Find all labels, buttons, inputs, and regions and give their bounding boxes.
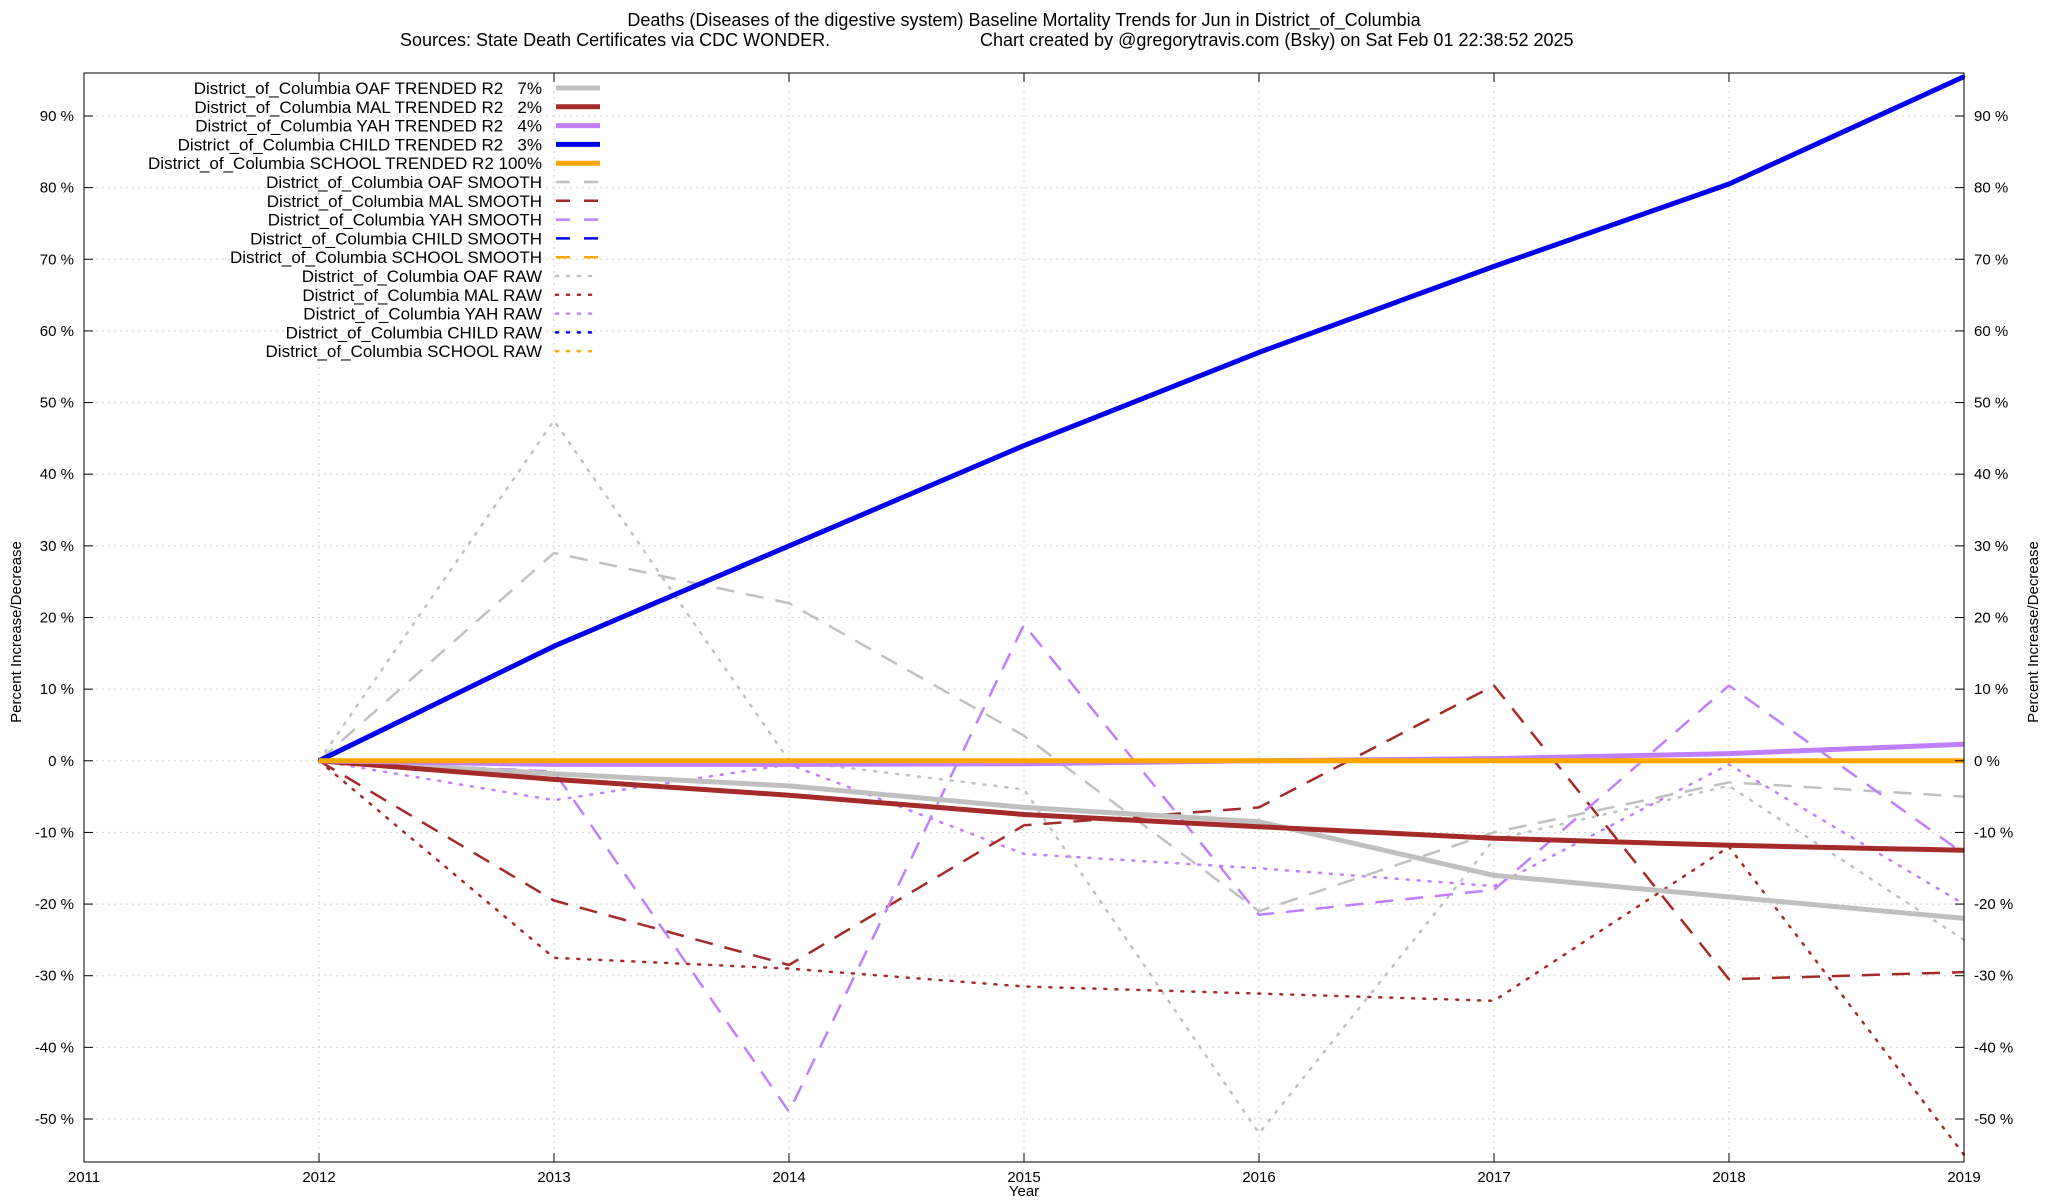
- legend-label: District_of_Columbia CHILD RAW: [286, 323, 542, 342]
- y-tick-label-left: 20 %: [40, 610, 74, 627]
- x-tick-label: 2014: [772, 1169, 805, 1186]
- series-line-child-raw: [317, 75, 1966, 763]
- y-tick-label-right: 60 %: [1974, 323, 2008, 340]
- x-tick-label: 2016: [1242, 1169, 1275, 1186]
- legend-label: District_of_Columbia YAH TRENDED R2 4%: [195, 117, 542, 136]
- y-tick-label-right: -30 %: [1974, 968, 2013, 985]
- legend-label: District_of_Columbia CHILD TRENDED R2 3%: [178, 135, 542, 154]
- y-tick-label-right: -10 %: [1974, 824, 2013, 841]
- y-tick-label-right: 50 %: [1974, 395, 2008, 412]
- legend-label: District_of_Columbia CHILD SMOOTH: [250, 229, 542, 248]
- legend-label: District_of_Columbia SCHOOL TRENDED R2 1…: [148, 154, 542, 173]
- legend-label: District_of_Columbia OAF SMOOTH: [266, 173, 542, 192]
- series-line-child-trended: [317, 74, 1966, 764]
- y-tick-label-right: -50 %: [1974, 1111, 2013, 1128]
- y-tick-label-left: 60 %: [40, 323, 74, 340]
- legend-label: District_of_Columbia SCHOOL RAW: [266, 342, 542, 361]
- y-tick-label-left: 40 %: [40, 466, 74, 483]
- y-tick-label-left: 70 %: [40, 251, 74, 268]
- chart-title-line1: Deaths (Diseases of the digestive system…: [627, 10, 1421, 31]
- y-tick-label-right: 90 %: [1974, 108, 2008, 125]
- y-axis-label-right: Percent Increase/Decrease: [2025, 541, 2042, 723]
- y-tick-label-right: 20 %: [1974, 610, 2008, 627]
- y-tick-label-left: -50 %: [35, 1111, 74, 1128]
- y-tick-label-left: 50 %: [40, 395, 74, 412]
- x-tick-label: 2012: [302, 1169, 335, 1186]
- y-tick-label-right: 30 %: [1974, 538, 2008, 555]
- y-tick-label-right: 80 %: [1974, 180, 2008, 197]
- y-tick-label-left: -30 %: [35, 968, 74, 985]
- x-tick-label: 2013: [537, 1169, 570, 1186]
- axis-ticks: 90 % 90 % 80 % 80 % 70 % 70 % 60 % 60 % 50 % 50 %…: [35, 73, 2013, 1186]
- legend-label: District_of_Columbia MAL RAW: [302, 286, 542, 305]
- legend-label: District_of_Columbia OAF RAW: [302, 267, 542, 286]
- y-tick-label-left: -40 %: [35, 1039, 74, 1056]
- y-tick-label-right: -20 %: [1974, 896, 2013, 913]
- y-tick-label-right: 70 %: [1974, 251, 2008, 268]
- x-tick-label: 2011: [68, 1169, 100, 1186]
- series-line-yah-raw: [317, 759, 1966, 906]
- y-axis-label-left: Percent Increase/Decrease: [8, 541, 25, 723]
- y-tick-label-left: -10 %: [35, 824, 74, 841]
- series-line-yah-smooth: [318, 623, 1965, 1114]
- chart-credit-text: Chart created by @gregorytravis.com (Bsk…: [980, 30, 1574, 50]
- y-tick-label-left: 10 %: [40, 681, 74, 698]
- legend: District_of_Columbia OAF TRENDED R2 7%Di…: [148, 79, 602, 361]
- legend-label: District_of_Columbia YAH SMOOTH: [268, 211, 542, 230]
- legend-label: District_of_Columbia YAH RAW: [303, 305, 542, 324]
- legend-label: District_of_Columbia MAL TRENDED R2 2%: [194, 98, 542, 117]
- chart-source-text: Sources: State Death Certificates via CD…: [400, 30, 830, 50]
- x-tick-label: 2015: [1007, 1169, 1040, 1186]
- y-tick-label-right: 40 %: [1974, 466, 2008, 483]
- series-line-oaf-trended: [318, 758, 1965, 921]
- legend-label: District_of_Columbia SCHOOL SMOOTH: [230, 248, 542, 267]
- x-tick-label: 2019: [1947, 1169, 1980, 1186]
- grid: [84, 73, 1964, 1162]
- x-tick-label: 2017: [1477, 1169, 1510, 1186]
- y-tick-label-right: -40 %: [1974, 1039, 2013, 1056]
- series-lines: [317, 74, 1966, 1157]
- y-tick-label-left: 80 %: [40, 180, 74, 197]
- y-tick-label-left: 30 %: [40, 538, 74, 555]
- series-line-oaf-raw: [317, 419, 1966, 1135]
- legend-label: District_of_Columbia MAL SMOOTH: [267, 192, 542, 211]
- y-tick-label-right: 10 %: [1974, 681, 2008, 698]
- x-tick-label: 2018: [1712, 1169, 1745, 1186]
- series-line-oaf-smooth: [318, 551, 1965, 913]
- y-tick-label-left: -20 %: [35, 896, 74, 913]
- y-tick-label-left: 0 %: [48, 753, 74, 770]
- y-tick-label-right: 0 %: [1974, 753, 2000, 770]
- x-axis-label: Year: [1009, 1183, 1039, 1200]
- series-line-mal-trended: [318, 758, 1965, 853]
- series-line-child-smooth: [318, 75, 1965, 762]
- y-tick-label-left: 90 %: [40, 108, 74, 125]
- legend-label: District_of_Columbia OAF TRENDED R2 7%: [194, 79, 542, 98]
